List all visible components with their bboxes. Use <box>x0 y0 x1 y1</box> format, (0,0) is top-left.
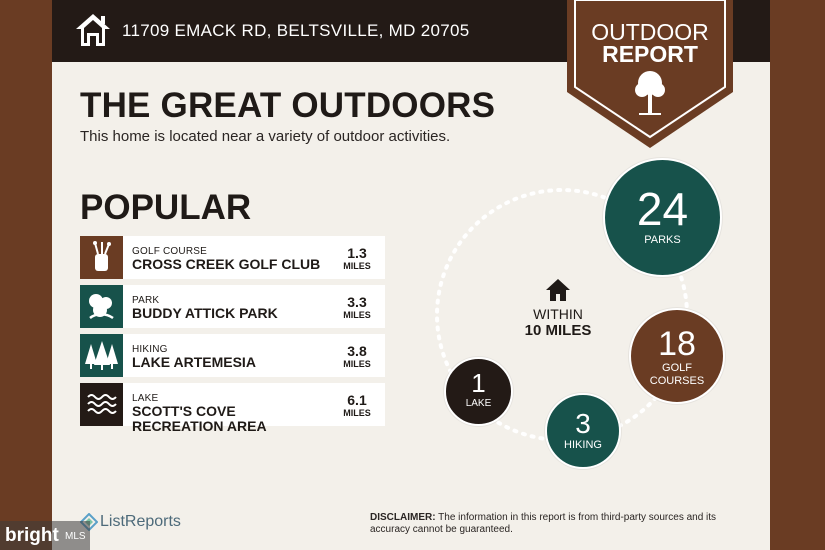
item-name: LAKE ARTEMESIA <box>132 354 256 370</box>
house-icon <box>546 279 570 301</box>
distance-value: 6.1 <box>347 392 367 408</box>
list-item: HIKING LAKE ARTEMESIA 3.8 MILES <box>80 334 385 377</box>
distance-unit: MILES <box>343 408 371 418</box>
item-name: SCOTT'S COVE RECREATION AREA <box>132 403 267 434</box>
page-title: THE GREAT OUTDOORS <box>80 86 496 125</box>
within-radius-label: WITHIN 10 MILES <box>508 278 608 339</box>
hiking-count-bubble: 3 HIKING <box>545 393 621 469</box>
page-subtitle: This home is located near a variety of o… <box>80 128 451 145</box>
item-distance: 3.8 MILES <box>337 344 377 370</box>
list-item: LAKE SCOTT'S COVE RECREATION AREA 6.1 MI… <box>80 383 385 434</box>
golf-label-line1: GOLF <box>662 362 692 374</box>
hiking-label: HIKING <box>564 439 602 451</box>
list-item: GOLF COURSE CROSS CREEK GOLF CLUB 1.3 MI… <box>80 236 385 279</box>
tree-icon <box>635 71 665 115</box>
disclaimer-text: The information in this report is from t… <box>370 512 717 535</box>
golf-label-line2: COURSES <box>649 375 705 387</box>
parks-count-bubble: 24 PARKS <box>603 158 722 277</box>
lake-count: 1 <box>471 368 486 398</box>
distance-value: 1.3 <box>347 245 367 261</box>
waves-icon <box>80 383 123 426</box>
disclaimer: DISCLAIMER: The information in this repo… <box>370 512 750 536</box>
popular-heading: POPULAR <box>80 188 252 227</box>
badge-title-line2: REPORT <box>602 41 698 67</box>
pine-trees-icon <box>80 334 123 377</box>
property-address: 11709 EMACK RD, BELTSVILLE, MD 20705 <box>122 21 470 40</box>
popular-list: GOLF COURSE CROSS CREEK GOLF CLUB 1.3 MI… <box>80 236 385 434</box>
distance-unit: MILES <box>343 261 371 271</box>
distance-unit: MILES <box>343 310 371 320</box>
item-name: BUDDY ATTICK PARK <box>132 305 278 321</box>
item-distance: 6.1 MILES <box>337 393 377 419</box>
watermark-brand: bright <box>5 525 59 546</box>
lake-label: LAKE <box>465 398 492 409</box>
listreports-logo-text: ListReports <box>100 513 181 530</box>
left-border <box>0 0 52 550</box>
badge-title-line1: OUTDOOR <box>591 19 709 45</box>
distance-value: 3.3 <box>347 294 367 310</box>
watermark-suffix: MLS <box>65 531 86 542</box>
disclaimer-label: DISCLAIMER: <box>370 512 436 523</box>
parks-label: PARKS <box>644 234 681 246</box>
outdoor-report-badge: OUTDOOR REPORT <box>567 0 733 148</box>
bright-mls-watermark: bright MLS <box>0 521 90 550</box>
item-category: LAKE <box>132 393 159 404</box>
hiking-count: 3 <box>575 408 591 439</box>
item-distance: 3.3 MILES <box>337 295 377 321</box>
house-icon <box>76 14 110 46</box>
lake-count-bubble: 1 LAKE <box>444 357 513 426</box>
item-category: PARK <box>132 295 160 306</box>
item-name: CROSS CREEK GOLF CLUB <box>132 256 321 272</box>
golf-count: 18 <box>658 325 696 363</box>
within-text: WITHIN <box>533 306 583 322</box>
list-item: PARK BUDDY ATTICK PARK 3.3 MILES <box>80 285 385 328</box>
outdoor-report-card: 11709 EMACK RD, BELTSVILLE, MD 20705 OUT… <box>52 0 770 550</box>
item-distance: 1.3 MILES <box>337 246 377 272</box>
item-category: GOLF COURSE <box>132 246 207 257</box>
golf-count-bubble: 18 GOLF COURSES <box>629 308 725 404</box>
right-border <box>770 0 825 550</box>
item-category: HIKING <box>132 344 168 355</box>
within-distance: 10 MILES <box>524 322 592 339</box>
parks-count: 24 <box>636 183 689 235</box>
golf-bag-icon <box>80 236 123 279</box>
distance-unit: MILES <box>343 359 371 369</box>
distance-value: 3.8 <box>347 343 367 359</box>
park-trees-icon <box>80 285 123 328</box>
